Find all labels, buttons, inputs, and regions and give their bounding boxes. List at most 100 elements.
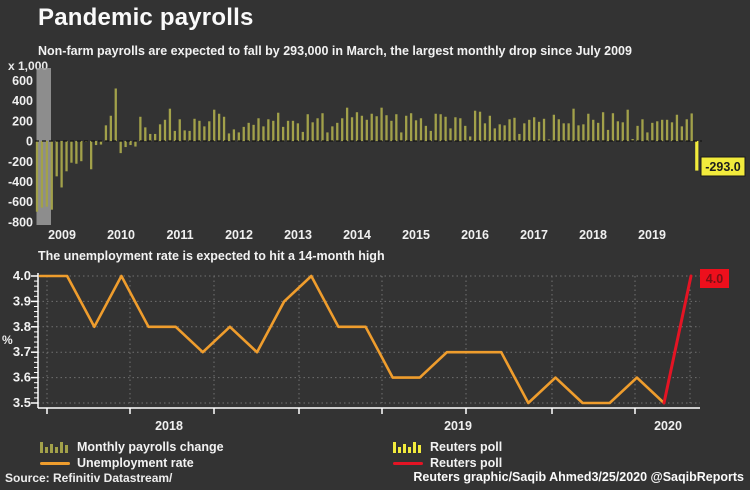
payroll-bar — [193, 118, 196, 141]
payroll-bar — [286, 120, 290, 141]
payroll-bar — [124, 141, 127, 148]
payroll-bar — [473, 110, 477, 141]
payroll-bar — [528, 119, 531, 141]
payroll-bar — [355, 112, 359, 142]
payroll-bar — [306, 114, 309, 141]
payroll-bar — [262, 126, 265, 142]
legend-label: Monthly payrolls change — [77, 440, 224, 454]
payroll-bar — [208, 121, 211, 141]
unemployment-ylabel: % — [2, 333, 13, 347]
payroll-bar — [316, 118, 319, 141]
payroll-bar — [567, 123, 570, 142]
payroll-bar — [464, 125, 467, 141]
payroll-bar — [493, 128, 496, 142]
unemployment-rate-line — [38, 274, 666, 405]
unemployment-x-tick-label: 2018 — [155, 419, 183, 433]
payroll-bar — [237, 132, 240, 141]
payroll-bar — [272, 120, 275, 141]
payroll-bar — [257, 118, 260, 141]
payroll-bar — [582, 124, 585, 141]
legend-item-monthly-payrolls: Monthly payrolls change — [40, 439, 224, 455]
payroll-bar — [518, 133, 521, 141]
payroll-bar — [641, 119, 644, 141]
payroll-bar — [217, 113, 221, 141]
unemployment-line-chart: 4.0 3.9 3.8 3.7 3.6 3.5 2018 2019 2020 4.0 — [13, 268, 729, 433]
payroll-bar — [626, 109, 629, 141]
payroll-bar — [203, 126, 206, 142]
unemployment-y-tick-label: 3.9 — [13, 293, 31, 308]
payroll-bar — [75, 141, 78, 164]
payroll-bar — [690, 113, 693, 141]
payroll-bar — [114, 88, 117, 141]
unemployment-x-tick-label: 2019 — [444, 419, 472, 433]
payrolls-chart-subtitle: Non-farm payrolls are expected to fall b… — [38, 44, 632, 58]
payroll-bar — [45, 141, 48, 207]
payroll-bar — [419, 118, 423, 141]
payroll-bar — [478, 111, 482, 141]
payroll-bar — [311, 122, 314, 141]
unemployment-x-tick-label: 2020 — [654, 419, 682, 433]
payroll-bar — [129, 141, 132, 146]
payroll-bar — [365, 119, 368, 141]
payroll-bar — [277, 112, 280, 141]
payrolls-x-tick-label: 2009 — [48, 228, 76, 242]
payroll-bar — [158, 124, 162, 141]
payroll-bar — [213, 109, 216, 141]
payroll-bar — [434, 113, 437, 141]
poll-value-callout-box — [700, 156, 746, 177]
payroll-bar — [680, 126, 683, 142]
payroll-bar — [537, 121, 541, 141]
olive-bars-legend-icon — [40, 442, 68, 453]
payroll-bar — [350, 117, 354, 142]
payroll-bar — [267, 119, 270, 141]
payroll-bar — [60, 141, 63, 188]
payroll-bar — [601, 112, 605, 142]
legend-item-reuters-poll-bar: Reuters poll — [393, 439, 502, 455]
legend-item-reuters-poll-line: Reuters poll — [393, 455, 502, 471]
payroll-bar — [616, 121, 620, 141]
payrolls-y-tick-label: 0 — [26, 135, 33, 149]
payroll-bar — [281, 126, 285, 141]
recession-shading-band — [36, 68, 51, 225]
payroll-bar — [370, 113, 373, 141]
unemployment-y-tick-label: 3.7 — [13, 344, 31, 359]
payrolls-x-tick-label: 2015 — [402, 228, 430, 242]
reuters-poll-bar — [695, 141, 699, 171]
payroll-bar — [341, 118, 344, 141]
payroll-bar — [611, 113, 615, 141]
orange-line-legend-icon — [40, 462, 70, 465]
payroll-bars — [35, 88, 699, 212]
payroll-bar — [656, 121, 659, 141]
payroll-bar — [651, 122, 654, 141]
payroll-bar — [144, 127, 147, 141]
payroll-bar — [395, 114, 398, 141]
payroll-bar — [375, 116, 378, 141]
payroll-bar — [222, 116, 226, 141]
payrolls-x-tick-label: 2011 — [166, 228, 193, 242]
payroll-bar — [562, 123, 565, 142]
payroll-bar — [429, 130, 432, 141]
payroll-bar — [149, 133, 152, 141]
payroll-bar — [459, 118, 462, 141]
unemployment-chart-title: The unemployment rate is expected to hit… — [38, 249, 385, 263]
payroll-bar — [119, 141, 122, 154]
payroll-bar — [385, 115, 388, 141]
payroll-bar — [488, 115, 492, 141]
yellow-bars-legend-icon — [393, 442, 421, 453]
payroll-bar — [55, 141, 58, 177]
payrolls-y-tick-label: 200 — [12, 114, 33, 128]
payroll-bar — [173, 130, 176, 141]
payroll-bar — [232, 129, 236, 142]
payrolls-x-tick-label: 2016 — [461, 228, 489, 242]
payroll-bar — [513, 117, 516, 141]
payrolls-bar-chart: 600 400 200 0 -200 -400 -600 -800 2009 2010 2011 20… — [8, 68, 746, 242]
payroll-bar — [50, 141, 53, 210]
payroll-bar — [498, 124, 501, 141]
payroll-bar — [661, 119, 664, 141]
payroll-bar — [400, 132, 403, 141]
legend-label: Unemployment rate — [77, 456, 194, 470]
payrolls-x-tick-label: 2012 — [225, 228, 253, 242]
payroll-bar — [227, 133, 231, 141]
payroll-bar — [405, 115, 408, 141]
payroll-bar — [99, 141, 103, 145]
